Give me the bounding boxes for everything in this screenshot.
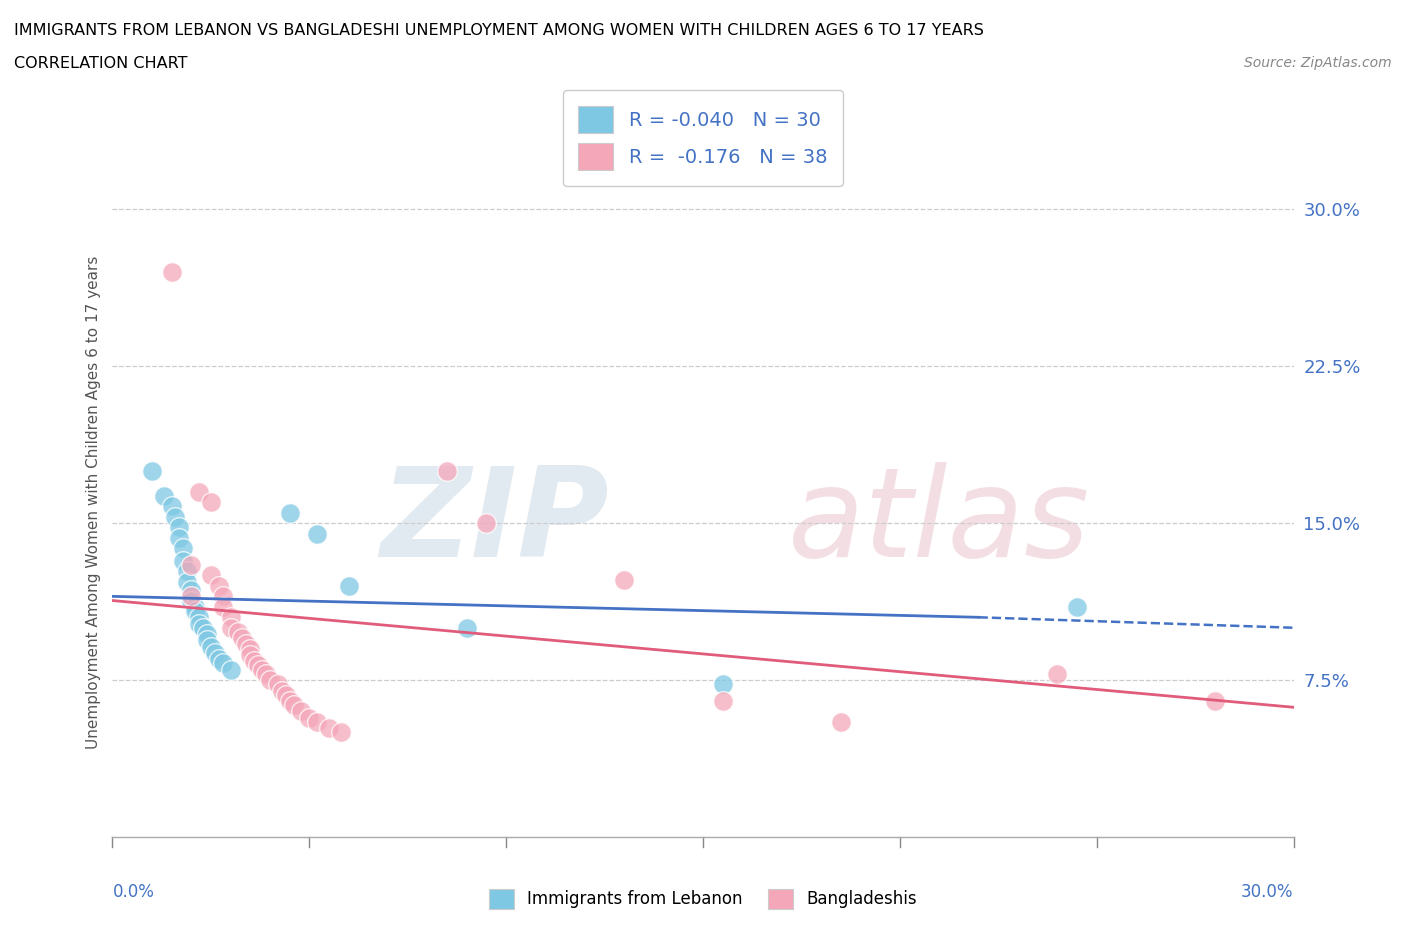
Point [307,714,329,729]
Point [1204,694,1226,709]
Point [160,265,183,280]
Point [329,725,352,740]
Y-axis label: Unemployment Among Women with Children Ages 6 to 17 years: Unemployment Among Women with Children A… [86,256,101,749]
Point [239,647,262,662]
Point [204,645,226,660]
Point [141,463,163,478]
Point [1066,600,1088,615]
Point [283,698,305,712]
Point [188,485,211,499]
Point [200,495,222,510]
Text: 0.0%: 0.0% [112,884,155,901]
Point [211,600,233,615]
Point [208,578,231,593]
Text: IMMIGRANTS FROM LEBANON VS BANGLADESHI UNEMPLOYMENT AMONG WOMEN WITH CHILDREN AG: IMMIGRANTS FROM LEBANON VS BANGLADESHI U… [14,23,984,38]
Point [165,510,187,525]
Text: atlas: atlas [789,462,1090,583]
Point [200,568,222,583]
Point [278,505,301,520]
Point [307,526,329,541]
Point [711,694,734,709]
Point [830,714,852,729]
Point [208,652,231,667]
Point [195,627,218,642]
Point [254,666,277,681]
Point [475,516,498,531]
Point [152,488,174,503]
Point [298,711,321,725]
Point [211,656,233,671]
Point [195,633,218,648]
Point [172,541,194,556]
Point [211,589,233,604]
Point [160,499,183,514]
Point [188,617,211,631]
Point [219,620,242,635]
Point [456,620,478,635]
Point [188,610,211,625]
Point [184,604,207,618]
Point [228,625,250,640]
Point [191,620,214,635]
Point [180,593,202,608]
Point [184,600,207,615]
Point [176,564,198,578]
Point [180,582,202,598]
Point [169,530,191,545]
Point [176,575,198,590]
Point [200,639,222,654]
Point [318,721,340,736]
Point [231,631,253,645]
Point [243,654,266,669]
Point [337,578,360,593]
Point [267,677,290,692]
Point [219,662,242,677]
Point [247,658,270,673]
Point [711,677,734,692]
Point [274,687,297,702]
Point [270,683,292,698]
Point [235,637,257,652]
Point [250,662,273,677]
Point [239,642,262,657]
Point [290,704,312,719]
Point [172,553,194,568]
Text: Source: ZipAtlas.com: Source: ZipAtlas.com [1244,56,1392,70]
Point [613,572,636,587]
Point [169,520,191,535]
Point [278,694,301,709]
Point [259,672,281,687]
Legend: Immigrants from Lebanon, Bangladeshis: Immigrants from Lebanon, Bangladeshis [482,882,924,916]
Point [436,463,458,478]
Point [219,610,242,625]
Point [180,589,202,604]
Point [180,558,202,573]
Text: 30.0%: 30.0% [1241,884,1294,901]
Point [1046,666,1069,681]
Text: ZIP: ZIP [380,462,609,583]
Text: CORRELATION CHART: CORRELATION CHART [14,56,187,71]
